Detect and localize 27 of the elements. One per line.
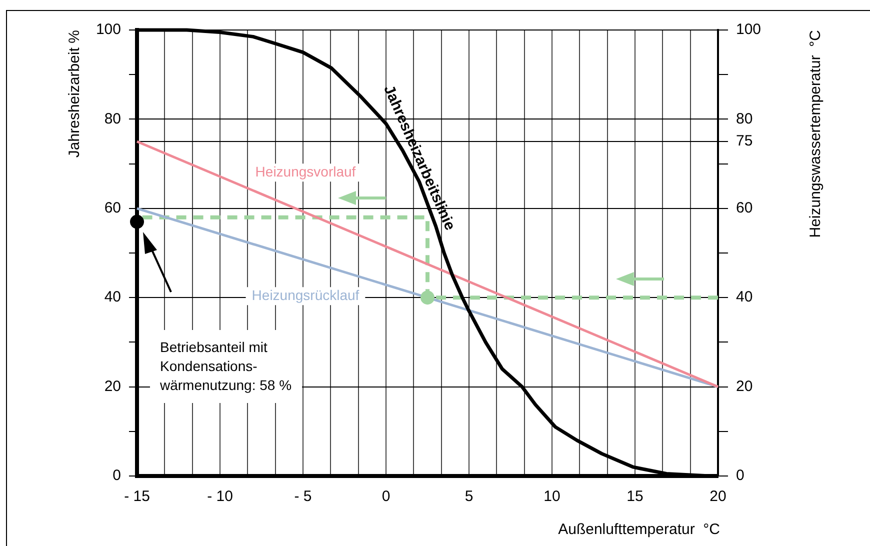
y2-tick-label: 100: [736, 21, 762, 38]
y-tick-label: 20: [104, 378, 121, 395]
x-tick-label: 15: [626, 488, 644, 506]
y2-tick-label: 60: [736, 200, 753, 217]
y-tick-label: 40: [104, 288, 121, 306]
y2-tick-label: 0: [736, 467, 744, 484]
series-label: Heizungsrücklauf: [252, 286, 360, 303]
x-tick-label: - 5: [294, 488, 312, 506]
y-tick-label: 60: [104, 200, 121, 217]
y2-tick-label: 20: [736, 378, 753, 395]
y2-axis-title: Heizungswassertemperatur °C: [807, 30, 824, 238]
y2-tick-label: 40: [736, 288, 753, 306]
y-tick-label: 100: [96, 21, 121, 38]
x-tick-label: - 15: [124, 488, 150, 506]
y2-tick-label: 80: [736, 110, 753, 128]
x-tick-label: 0: [382, 488, 390, 506]
x-tick-label: - 10: [207, 488, 233, 506]
annotation: Betriebsanteil mit Kondensations- wärmenutzung: 58 %: [150, 330, 302, 403]
x-axis-title: Außenlufttemperatur °C: [558, 521, 720, 538]
x-tick-label: 5: [464, 488, 474, 506]
series-label: Heizungsvorlauf: [255, 163, 356, 180]
x-tick-label: 10: [544, 488, 560, 506]
y-tick-label: 0: [112, 467, 121, 484]
y2-tick-label: 75: [736, 132, 753, 150]
x-tick-label: 20: [710, 488, 726, 506]
y-tick-label: 80: [104, 110, 121, 128]
y-axis-title: Jahresheizarbeit %: [66, 30, 84, 158]
